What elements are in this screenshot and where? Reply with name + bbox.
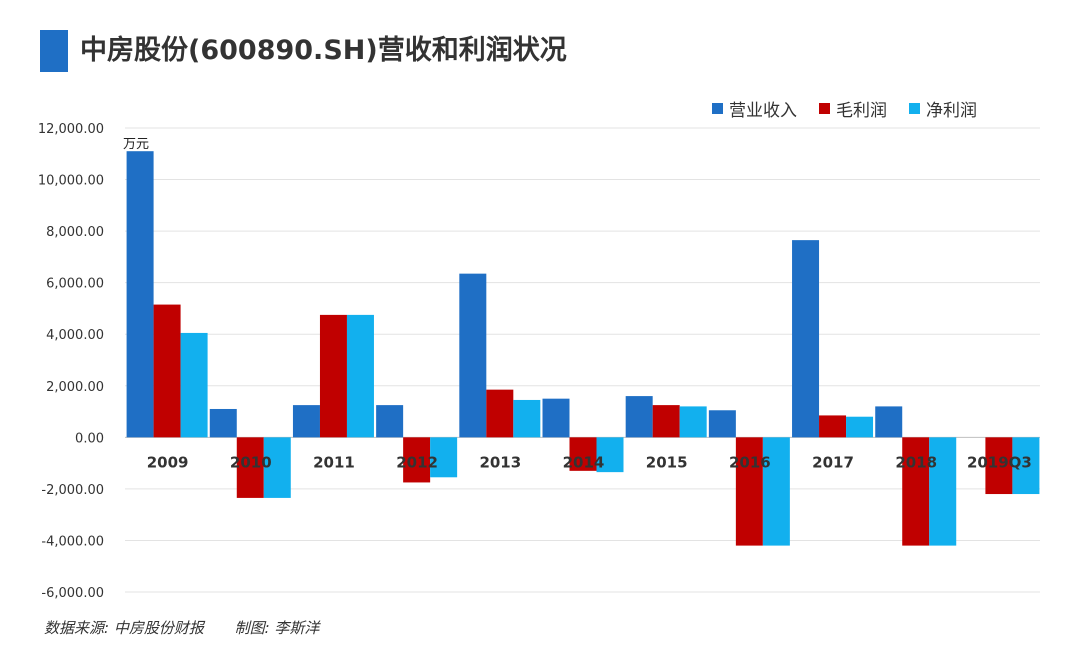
bar-net-profit — [929, 437, 957, 546]
bar-net-profit — [346, 314, 374, 438]
x-tick-label: 2018 — [895, 453, 937, 471]
bar-revenue — [209, 408, 237, 438]
bar-gross-profit — [319, 314, 347, 438]
bar-gross-profit — [569, 437, 597, 471]
x-tick-label: 2016 — [729, 453, 771, 471]
x-tick-label: 2011 — [313, 453, 355, 471]
bar-revenue — [625, 396, 653, 438]
legend-label-net-profit: 净利润 — [926, 101, 977, 121]
bar-revenue — [792, 240, 820, 438]
x-tick-label: 2009 — [147, 453, 189, 471]
y-tick-label: -6,000.00 — [41, 586, 104, 601]
bar-gross-profit — [153, 304, 181, 438]
bar-gross-profit — [902, 437, 930, 546]
x-tick-label: 2019Q3 — [967, 453, 1032, 471]
legend-swatch-revenue — [712, 103, 723, 114]
bar-gross-profit — [985, 437, 1013, 495]
legend-item-net-profit: 净利润 — [909, 96, 977, 121]
bar-net-profit — [596, 437, 624, 473]
legend-item-revenue: 营业收入 — [712, 96, 797, 121]
bar-gross-profit — [236, 437, 264, 498]
bar-gross-profit — [486, 389, 514, 438]
legend-swatch-net-profit — [909, 103, 920, 114]
bar-gross-profit — [735, 437, 763, 546]
bar-net-profit — [180, 332, 208, 438]
author-note: 制图: 李斯洋 — [234, 619, 320, 637]
chart-title: 中房股份(600890.SH)营收和利润状况 — [80, 35, 567, 66]
y-tick-label: 0.00 — [75, 431, 104, 446]
bar-gross-profit — [652, 405, 680, 438]
legend-item-gross-profit: 毛利润 — [819, 96, 887, 121]
bar-net-profit — [513, 399, 541, 438]
bar-gross-profit — [819, 415, 847, 438]
bar-net-profit — [1012, 437, 1040, 495]
bar-revenue — [126, 151, 154, 438]
y-tick-label: -2,000.00 — [41, 483, 104, 498]
legend-label-revenue: 营业收入 — [729, 101, 797, 121]
y-tick-label: 2,000.00 — [46, 380, 104, 395]
x-tick-label: 2010 — [230, 453, 272, 471]
x-tick-label: 2015 — [646, 453, 688, 471]
y-tick-label: 6,000.00 — [46, 277, 104, 292]
x-tick-label: 2014 — [563, 453, 605, 471]
bar-revenue — [292, 405, 320, 438]
title-accent-bar — [40, 30, 68, 72]
bar-net-profit — [430, 437, 458, 478]
bar-revenue — [459, 273, 487, 438]
unit-label: 万元 — [123, 137, 150, 152]
bar-net-profit — [263, 437, 291, 498]
bar-revenue — [542, 398, 570, 438]
bar-revenue — [708, 410, 736, 438]
y-tick-label: 10,000.00 — [38, 174, 104, 189]
bar-net-profit — [762, 437, 790, 546]
y-tick-label: -4,000.00 — [41, 534, 104, 549]
source-note: 数据来源: 中房股份财报 — [44, 619, 204, 637]
y-tick-label: 8,000.00 — [46, 225, 104, 240]
bar-net-profit — [846, 416, 874, 438]
bar-net-profit — [679, 406, 707, 438]
y-tick-label: 4,000.00 — [46, 328, 104, 343]
bar-revenue — [875, 406, 903, 438]
y-tick-label: 12,000.00 — [38, 122, 104, 137]
legend: 营业收入 毛利润 净利润 — [712, 96, 977, 121]
footer: 数据来源: 中房股份财报 制图: 李斯洋 — [44, 617, 319, 638]
legend-label-gross-profit: 毛利润 — [836, 101, 887, 121]
legend-swatch-gross-profit — [819, 103, 830, 114]
x-tick-label: 2013 — [479, 453, 521, 471]
bar-gross-profit — [403, 437, 431, 483]
bar-revenue — [376, 405, 404, 438]
x-tick-label: 2012 — [396, 453, 438, 471]
x-tick-label: 2017 — [812, 453, 854, 471]
